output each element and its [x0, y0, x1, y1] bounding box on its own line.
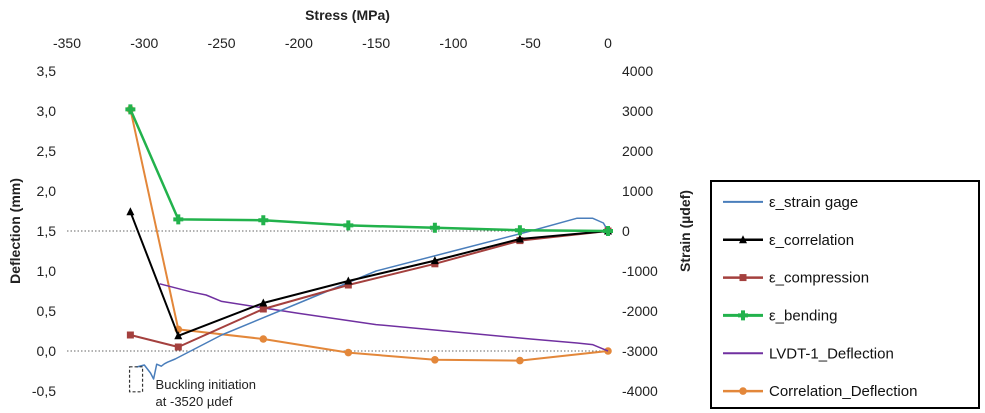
left-y-tick-label: 1,5 [37, 223, 57, 239]
legend: ε_strain gage ε_correlation ε_compression ε… [710, 180, 980, 409]
legend-entry: LVDT-1_Deflection [723, 345, 894, 362]
legend-entry: ε_compression [723, 270, 869, 287]
right-y-tick-label: -2000 [622, 303, 658, 319]
x-tick-label: -350 [53, 35, 81, 51]
data-point [173, 214, 184, 225]
data-point [739, 274, 747, 282]
series-line [129, 108, 609, 233]
data-point [739, 387, 747, 395]
x-tick-label: -250 [208, 35, 236, 51]
legend-label: ε_correlation [769, 232, 854, 249]
x-tick-labels: -350 -300 -250 -200 -150 -100 -50 0 [53, 35, 612, 51]
data-point [258, 215, 269, 226]
legend-entry: Correlation_Deflection [723, 383, 917, 400]
legend-label: ε_strain gage [769, 194, 858, 211]
series-line [136, 217, 609, 380]
data-point [344, 348, 353, 357]
data-point [259, 298, 268, 307]
series-5 [126, 105, 612, 365]
data-point [126, 207, 135, 216]
reference-lines [67, 230, 608, 352]
left-y-tick-label: 0,5 [37, 303, 57, 319]
left-y-tick-label: 1,0 [37, 263, 57, 279]
data-point [739, 235, 747, 244]
data-point [515, 234, 524, 243]
data-point [344, 281, 352, 289]
right-y-tick-label: 2000 [622, 143, 653, 159]
legend-entry: ε_bending [723, 307, 837, 324]
x-tick-label: -50 [521, 35, 541, 51]
data-point [125, 104, 136, 115]
right-y-tick-labels: -4000 -3000 -2000 -1000 0 1000 2000 3000 4000 [622, 63, 658, 399]
x-tick-label: -300 [130, 35, 158, 51]
x-tick-label: -200 [285, 35, 313, 51]
left-y-tick-label: 2,5 [37, 143, 57, 159]
legend-label: ε_bending [769, 307, 837, 324]
right-y-tick-label: 3000 [622, 103, 653, 119]
left-y-tick-label: -0,5 [32, 383, 56, 399]
right-y-tick-label: -4000 [622, 383, 658, 399]
left-y-tick-labels: -0,5 0,0 0,5 1,0 1,5 2,0 2,5 3,0 3,5 [32, 63, 56, 399]
legend-label: LVDT-1_Deflection [769, 345, 894, 362]
legend-label: ε_compression [769, 270, 869, 287]
data-point [738, 310, 748, 321]
data-point [126, 331, 134, 339]
x-tick-label: -100 [439, 35, 467, 51]
data-point [343, 220, 354, 231]
annotation: Buckling initiation at -3520 µdef [128, 366, 256, 409]
series-3 [125, 104, 613, 236]
x-tick-label: -150 [362, 35, 390, 51]
x-axis-title: Stress (MPa) [305, 7, 390, 23]
annotation-box [128, 366, 144, 393]
right-y-tick-label: 0 [622, 223, 630, 239]
plot-area [125, 104, 613, 380]
left-y-tick-label: 0,0 [37, 343, 57, 359]
series-line [159, 283, 609, 352]
series-line [130, 230, 609, 348]
annotation-text: Buckling initiation [156, 377, 256, 392]
left-y-axis-title: Deflection (mm) [7, 178, 23, 284]
left-y-tick-label: 3,0 [37, 103, 57, 119]
x-tick-label: 0 [604, 35, 612, 51]
data-point [429, 222, 440, 233]
data-point [431, 356, 439, 364]
data-point [344, 276, 353, 285]
data-point [259, 335, 268, 343]
data-point [603, 226, 613, 236]
legend-label: Correlation_Deflection [769, 383, 917, 400]
data-point [174, 343, 182, 351]
series-4 [159, 283, 609, 352]
data-point [514, 225, 525, 236]
data-point [174, 331, 183, 340]
data-point [430, 256, 439, 265]
right-y-tick-label: 4000 [622, 63, 653, 79]
right-y-tick-label: -1000 [622, 263, 658, 279]
legend-entry: ε_strain gage [723, 194, 858, 211]
left-y-tick-label: 2,0 [37, 183, 57, 199]
right-y-tick-label: 1000 [622, 183, 653, 199]
legend-entry: ε_correlation [723, 232, 854, 249]
annotation-text: at -3520 µdef [156, 394, 233, 409]
data-point [516, 356, 524, 365]
data-point [259, 305, 267, 313]
right-y-tick-label: -3000 [622, 343, 658, 359]
legend-box [710, 180, 980, 409]
series-1 [126, 207, 612, 340]
right-y-axis-title: Strain (µdef) [677, 190, 693, 272]
series-0 [136, 217, 609, 380]
left-y-tick-label: 3,5 [37, 63, 57, 79]
